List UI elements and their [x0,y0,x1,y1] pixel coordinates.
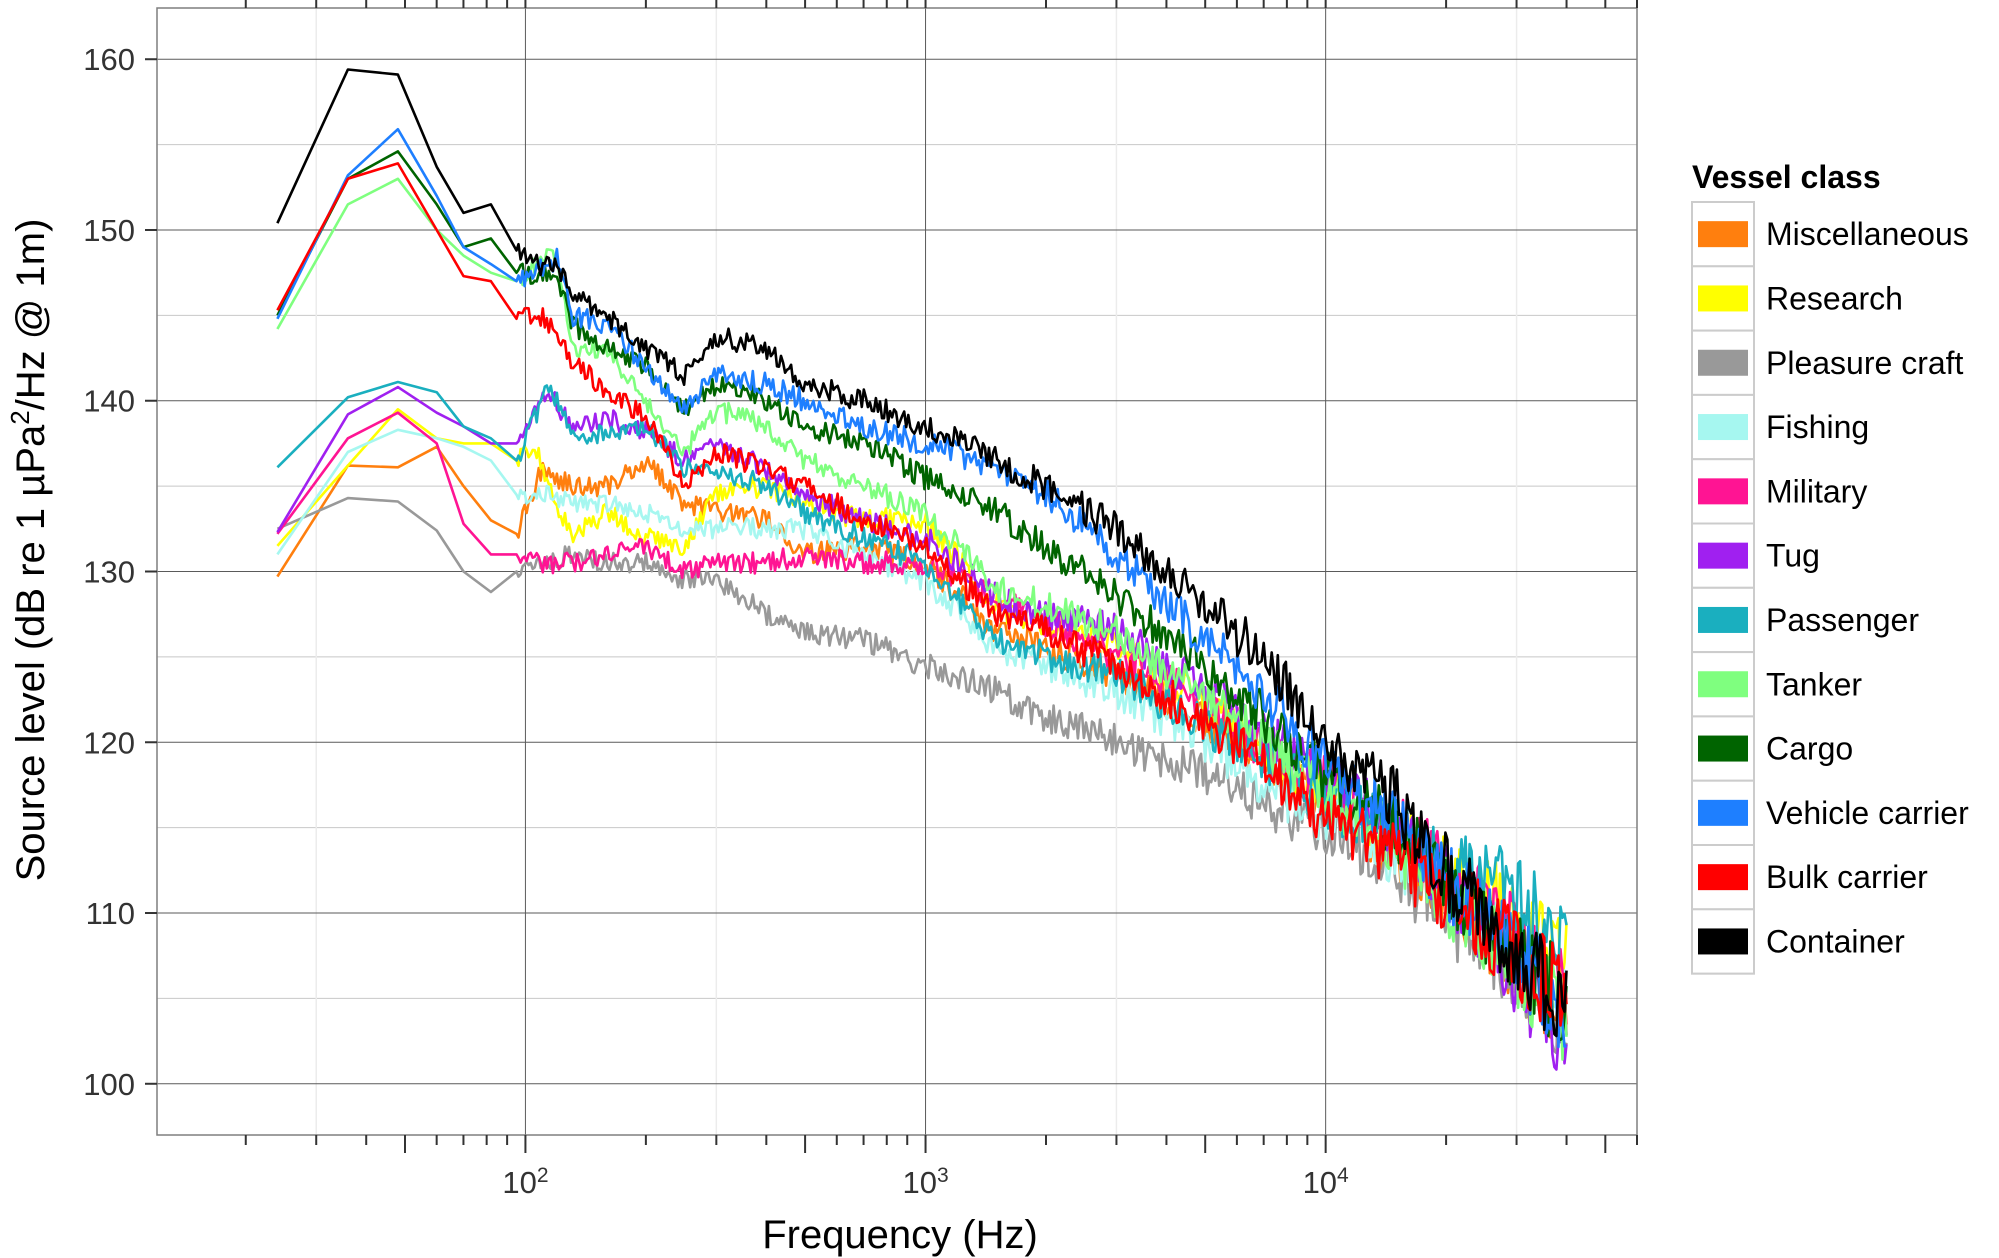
legend-swatch [1698,478,1748,505]
y-tick-label: 160 [83,42,135,77]
series-layer [276,68,1568,1071]
y-tick-label: 150 [83,213,135,248]
legend-swatch [1698,864,1748,891]
legend-swatch [1698,735,1748,762]
legend-label: Military [1766,473,1867,509]
legend-label: Passenger [1766,602,1919,638]
legend-label: Vehicle carrier [1766,795,1969,831]
y-tick-label: 130 [83,555,135,590]
series-line-container [276,68,1568,1038]
y-axis-tick-labels: 100 110 120 130 140 150 160 [83,42,135,1102]
x-tick-label: 102 [502,1164,548,1201]
legend-swatch [1698,414,1748,441]
x-tick-label: 104 [1303,1164,1349,1201]
axis-ticks [145,0,1638,1153]
y-tick-label: 110 [86,896,135,931]
y-tick-label: 140 [83,384,135,419]
legend-swatch [1698,285,1748,312]
legend-swatch [1698,671,1748,698]
legend-label: Pleasure craft [1766,345,1964,381]
legend-label: Tug [1766,538,1820,574]
x-axis-title: Frequency (Hz) [762,1213,1038,1257]
legend-label: Fishing [1766,409,1869,445]
y-axis-title: Source level (dB re 1 µPa2/Hz @ 1m) [5,219,53,882]
legend-swatch [1698,349,1748,376]
legend-label: Container [1766,923,1905,959]
x-tick-label: 103 [902,1164,948,1201]
legend: Vessel class Miscellaneous Research Pleasu… [1691,159,1969,975]
legend-label: Miscellaneous [1766,216,1969,252]
x-axis-tick-labels: 102 103 104 [502,1164,1349,1201]
plot-panel [156,7,1638,1136]
y-tick-label: 100 [83,1067,135,1102]
y-tick-label: 120 [83,725,135,760]
legend-label: Tanker [1766,666,1862,702]
legend-label: Cargo [1766,731,1853,767]
legend-swatch [1698,799,1748,826]
legend-label: Bulk carrier [1766,859,1928,895]
legend-items: Miscellaneous Research Pleasure craft Fishi… [1691,201,1969,975]
legend-label: Research [1766,280,1903,316]
y-axis-title-superscript: 2 [5,410,35,424]
series-line-bulk-carrier [276,162,1568,1027]
y-axis-title-tail: /Hz @ 1m) [9,219,53,411]
legend-swatch [1698,606,1748,633]
y-axis-title-main: Source level (dB re 1 µPa [9,424,53,881]
legend-swatch [1698,542,1748,569]
legend-swatch [1698,928,1748,955]
legend-swatch [1698,221,1748,248]
legend-title: Vessel class [1692,159,1881,195]
